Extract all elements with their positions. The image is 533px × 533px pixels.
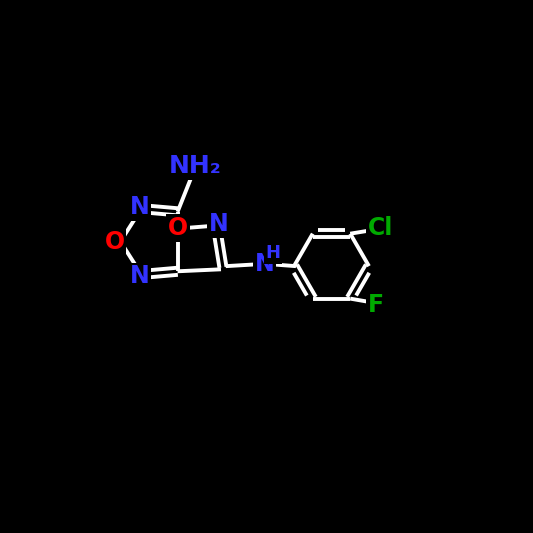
- Text: N: N: [255, 252, 274, 276]
- Text: O: O: [167, 216, 188, 240]
- Text: H: H: [265, 244, 280, 262]
- Text: N: N: [130, 264, 149, 288]
- Text: O: O: [104, 230, 125, 254]
- Text: NH₂: NH₂: [169, 155, 222, 179]
- Text: Cl: Cl: [368, 216, 393, 240]
- Text: N: N: [209, 212, 229, 236]
- Text: F: F: [368, 293, 384, 317]
- Text: N: N: [130, 195, 149, 219]
